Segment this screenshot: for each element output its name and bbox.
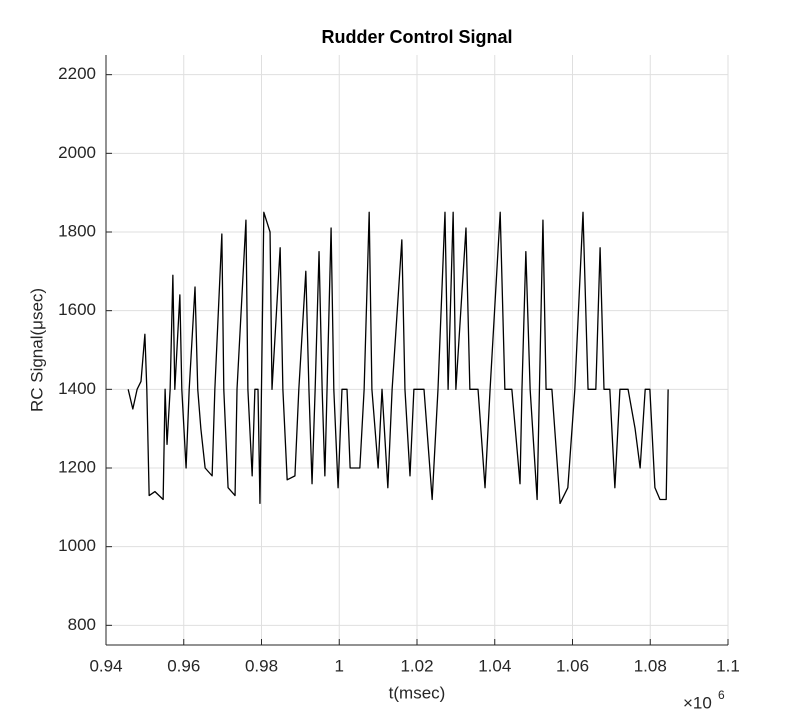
- x-tick-label: 1.06: [556, 656, 589, 675]
- x-tick-label: 0.98: [245, 656, 278, 675]
- y-tick-label: 2200: [58, 64, 96, 83]
- x-tick-label: 1: [335, 656, 344, 675]
- x-tick-label: 1.1: [716, 656, 740, 675]
- x-tick-label: 1.02: [400, 656, 433, 675]
- y-tick-label: 1000: [58, 536, 96, 555]
- x-tick-label: 1.04: [478, 656, 511, 675]
- data-line: [127, 211, 669, 505]
- x-axis-label: t(msec): [389, 683, 446, 702]
- y-tick-label: 2000: [58, 143, 96, 162]
- x-exponent-base: ×10: [683, 693, 712, 712]
- y-axis-label: RC Signal(μsec): [27, 288, 46, 412]
- y-tick-label: 1800: [58, 221, 96, 240]
- x-tick-label: 0.94: [89, 656, 122, 675]
- x-tick-label: 1.08: [634, 656, 667, 675]
- y-tick-label: 1600: [58, 300, 96, 319]
- x-exponent: 6: [718, 688, 725, 702]
- y-tick-label: 1200: [58, 457, 96, 476]
- y-tick-label: 1400: [58, 379, 96, 398]
- y-tick-label: 800: [68, 615, 96, 634]
- x-tick-label: 0.96: [167, 656, 200, 675]
- chart-title: Rudder Control Signal: [322, 27, 513, 47]
